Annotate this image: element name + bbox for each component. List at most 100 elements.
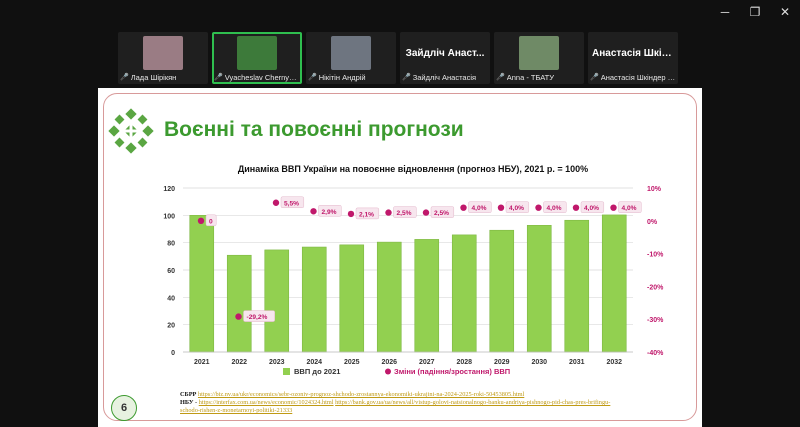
data-label-box	[243, 310, 275, 322]
participant-label: 🎤 Лада Шірікян	[120, 72, 206, 82]
source-link-nbu-bank[interactable]: https://bank.gov.ua/ua/news/all/vistup-g…	[180, 399, 611, 414]
y-tick-label-right: -10%	[647, 252, 664, 259]
participant-name: Зайдліч Анастасія	[412, 72, 477, 82]
mic-muted-icon: 🎤	[308, 74, 317, 81]
participant-tile[interactable]: 🎤Vyacheslav Chernyshov...	[212, 32, 302, 84]
data-label-change: -29,2%	[247, 314, 268, 321]
legend-label-bar: ВВП до 2021	[294, 367, 340, 376]
bar-gdp	[189, 215, 215, 353]
marker-gdp-change	[610, 204, 617, 211]
x-tick-label: 2023	[269, 359, 285, 366]
flower-logo-icon	[108, 108, 154, 154]
marker-gdp-change	[572, 204, 580, 211]
bar-gdp	[564, 219, 590, 353]
marker-gdp-change	[535, 204, 542, 211]
bar-gdp	[339, 244, 365, 353]
data-label-box	[580, 201, 605, 213]
data-label-change: 2,9%	[322, 209, 337, 216]
marker-gdp-change	[347, 210, 355, 218]
data-label-change: 2,5%	[397, 210, 412, 217]
data-label-box	[393, 206, 417, 218]
participant-video	[331, 36, 371, 70]
bar-gdp	[376, 241, 402, 353]
mic-muted-icon: 🎤	[402, 74, 411, 81]
y-tick-label-left: 120	[163, 186, 175, 193]
x-tick-label: 2028	[456, 359, 472, 366]
data-label-box	[468, 201, 492, 213]
y-tick-label-left: 0	[171, 350, 175, 357]
participant-display-name: Зайдліч Анаст...	[405, 48, 485, 59]
participant-tile[interactable]: 🎤 Лада Шірікян	[118, 32, 208, 84]
participant-label: 🎤 Анастасія Шкіндер З...	[590, 72, 676, 82]
participant-tile[interactable]: Зайдліч Анаст... 🎤 Зайдліч Анастасія	[400, 32, 490, 84]
close-button[interactable]: ✕	[779, 5, 791, 19]
source-line-nbu: НБУ - https://interfax.com.ua/news/econo…	[180, 399, 611, 414]
marker-gdp-change	[460, 204, 467, 211]
slide-title: Воєнні та повоєнні прогнози	[164, 118, 464, 141]
participant-name: Лада Шірікян	[130, 72, 177, 82]
y-tick-label-left: 40	[167, 295, 175, 302]
x-tick-label: 2027	[419, 359, 435, 366]
source-link-nbu-interfax[interactable]: https://interfax.com.ua/news/economic/10…	[198, 399, 334, 406]
data-label-box	[430, 206, 455, 218]
bar-gdp	[264, 249, 290, 353]
marker-gdp-change	[310, 208, 317, 215]
y-tick-label-right: 0%	[647, 219, 658, 226]
x-tick-label: 2026	[381, 359, 397, 366]
data-label-change: 4,0%	[547, 205, 562, 212]
participant-video	[143, 36, 183, 70]
slide-frame	[103, 93, 697, 421]
participant-video	[519, 36, 559, 70]
y-tick-label-right: 10%	[647, 186, 662, 193]
data-label-change: 0	[209, 218, 213, 225]
participant-name: Vyacheslav Chernyshov...	[224, 72, 300, 82]
legend-swatch-marker	[385, 368, 391, 375]
participant-tile[interactable]: 🎤 Anna - ТБАТУ	[494, 32, 584, 84]
data-label-box	[280, 196, 305, 209]
participant-video	[237, 36, 277, 70]
x-tick-label: 2032	[606, 359, 622, 366]
source-link-sbrr[interactable]: https://biz.nv.ua/ukr/economics/sebr-ozo…	[197, 391, 525, 398]
chart-title: Динаміка ВВП України на повоєнне відновл…	[237, 164, 589, 174]
x-tick-label: 2022	[231, 359, 247, 366]
participant-strip: 🎤Лада Шірікян🎤Vyacheslav Chernyshov...🎤Н…	[118, 32, 682, 84]
data-label-change: 2,5%	[434, 210, 449, 217]
presentation-slide: Воєнні та повоєнні прогнози Динаміка ВВП…	[98, 88, 702, 427]
gdp-chart: 0 20 40 60 80 100 120 -40% -30% -20% -10% 0% 10% 2021…	[163, 186, 664, 376]
participant-label: 🎤Vyacheslav Chernyshov...	[214, 72, 300, 82]
data-label-change: 5,5%	[284, 200, 299, 207]
participant-label: 🎤 Зайдліч Анастасія	[402, 72, 488, 82]
data-label-box	[543, 201, 567, 213]
y-tick-label-right: -40%	[647, 350, 664, 357]
marker-gdp-change	[197, 217, 205, 224]
x-tick-label: 2024	[306, 359, 322, 366]
mic-muted-icon: 🎤	[590, 74, 599, 81]
window-controls: ─ ❐ ✕	[710, 0, 800, 24]
data-label-change: 4,0%	[472, 205, 487, 212]
minimize-button[interactable]: ─	[720, 5, 730, 19]
marker-gdp-change	[272, 199, 280, 206]
y-tick-label-left: 20	[167, 323, 175, 330]
participant-name: Anna - ТБАТУ	[506, 72, 555, 82]
mic-muted-icon: 🎤	[496, 74, 505, 81]
x-tick-label: 2029	[494, 359, 510, 366]
participant-tile[interactable]: Анастасія Шкін... 🎤 Анастасія Шкіндер З...	[588, 32, 678, 84]
legend-swatch-bar	[283, 368, 290, 375]
y-tick-label-right: -30%	[647, 317, 664, 324]
bar-gdp	[526, 225, 552, 353]
y-tick-label-right: -20%	[647, 284, 664, 291]
data-label-change: 4,0%	[622, 205, 637, 212]
participant-name: Нікітін Андрій	[318, 72, 366, 82]
legend-label-marker: Зміни (падіння/зростання) ВВП	[394, 367, 510, 376]
participant-tile[interactable]: 🎤 Нікітін Андрій	[306, 32, 396, 84]
data-label-box	[355, 207, 380, 220]
mic-muted-icon: 🎤	[214, 74, 223, 81]
bar-gdp	[451, 234, 477, 353]
participant-display-name: Анастасія Шкін...	[592, 48, 677, 59]
data-label-change: 4,0%	[509, 205, 524, 212]
maximize-button[interactable]: ❐	[749, 5, 761, 19]
bar-gdp	[489, 229, 515, 353]
participant-label: 🎤 Нікітін Андрій	[308, 72, 394, 82]
mic-muted-icon: 🎤	[120, 74, 129, 81]
bar-gdp	[414, 239, 440, 353]
